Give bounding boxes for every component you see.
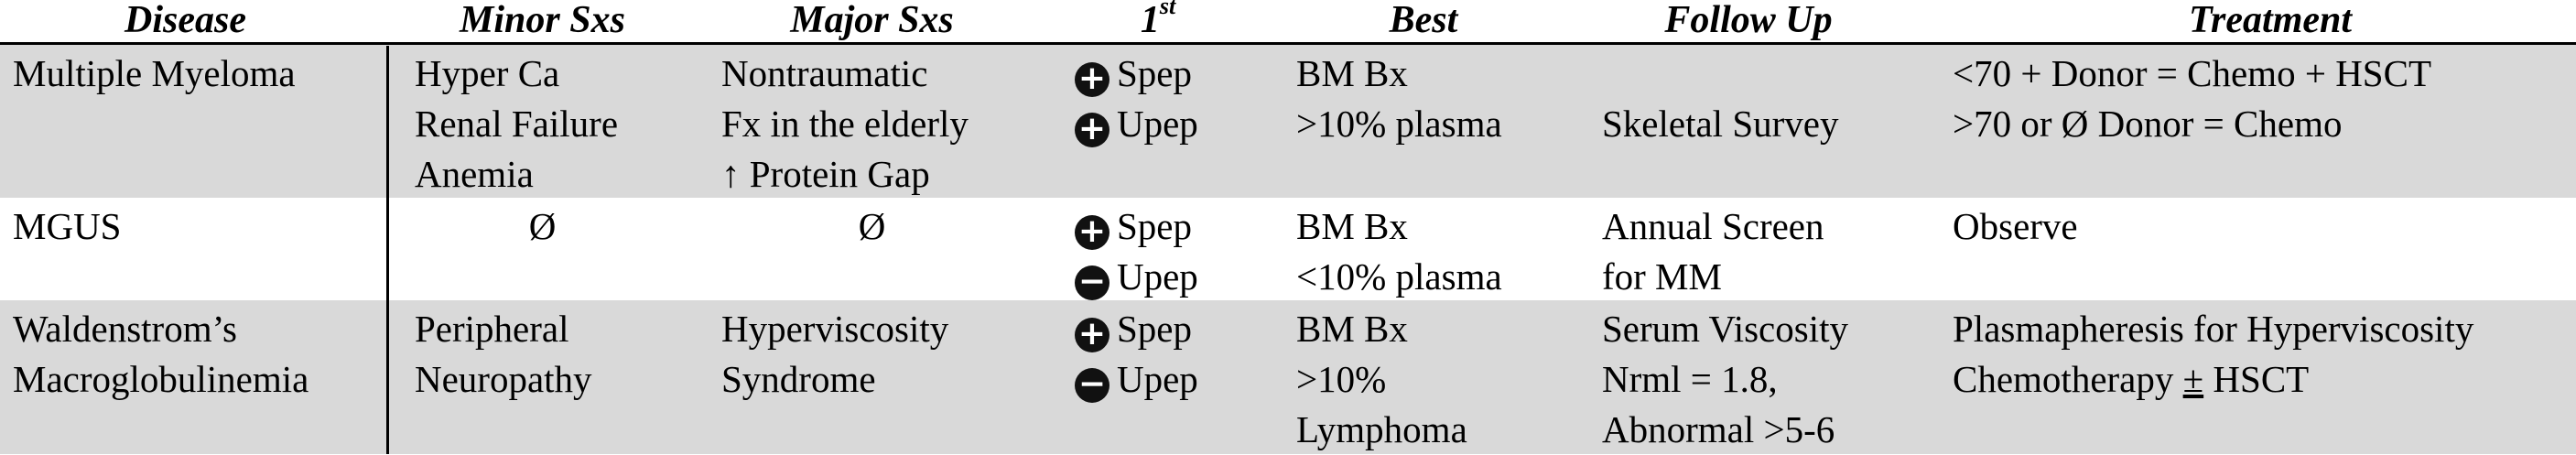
cell-line: Plasmapheresis for Hyperviscosity [1953, 308, 2474, 350]
cell-line: >70 or Ø Donor = Chemo [1953, 103, 2343, 145]
test-line-upep: − Upep [1073, 354, 1198, 405]
cell-minor-sxs: Hyper Ca Renal Failure Anemia [415, 49, 618, 200]
cell-line: Anemia [415, 153, 534, 195]
cell-line: for MM [1602, 255, 1722, 298]
cell-line: >10% plasma [1296, 103, 1502, 145]
test-line-upep: + Upep [1073, 99, 1198, 149]
header-first: 1st [1053, 0, 1263, 42]
cell-line: BM Bx [1296, 52, 1408, 94]
cell-best-test: BM Bx <10% plasma [1296, 201, 1502, 302]
cell-follow-up: Skeletal Survey [1602, 49, 1838, 149]
cell-follow-up: Serum Viscosity Nrml = 1.8, Abnormal >5-… [1602, 304, 1848, 455]
cell-first-test: + Spep + Upep [1073, 49, 1198, 149]
cell-disease: Waldenstrom’s Macroglobulinemia [13, 304, 308, 405]
cell-line: Ø [528, 205, 557, 247]
cell-major-sxs: Nontraumatic Fx in the elderly ↑ Protein… [721, 49, 969, 200]
test-label: Spep [1117, 308, 1192, 350]
treatment-text: Chemotherapy [1953, 358, 2183, 400]
cell-line: Chemotherapy ± HSCT [1953, 354, 2473, 405]
test-line-spep: + Spep [1073, 49, 1198, 99]
cell-line: Skeletal Survey [1602, 103, 1839, 145]
cell-treatment: <70 + Donor = Chemo + HSCT >70 or Ø Dono… [1953, 49, 2431, 149]
cell-line: Hyperviscosity [721, 308, 949, 350]
cell-line: Fx in the elderly [721, 103, 969, 145]
test-line-upep: − Upep [1073, 252, 1198, 302]
cell-line: BM Bx [1296, 308, 1408, 350]
test-line-spep: + Spep [1073, 201, 1198, 252]
cell-line: Macroglobulinemia [13, 358, 309, 400]
table-row-waldenstroms: Waldenstrom’s Macroglobulinemia Peripher… [0, 300, 2576, 454]
cell-line: Syndrome [721, 358, 876, 400]
header-major-sxs: Major Sxs [790, 0, 954, 41]
cell-line: Renal Failure [415, 103, 619, 145]
minus-circle-icon: − [1075, 265, 1109, 300]
plus-circle-icon: + [1075, 62, 1109, 97]
header-first-superscript: st [1159, 0, 1176, 19]
test-line-spep: + Spep [1073, 304, 1198, 354]
header-best: Best [1389, 0, 1458, 41]
cell-major-sxs: Hyperviscosity Syndrome [721, 304, 948, 405]
cell-best-test: BM Bx >10% Lymphoma [1296, 304, 1467, 455]
header-first-base: 1 [1140, 0, 1160, 41]
plus-minus-symbol: ± [2182, 358, 2204, 400]
cell-disease: MGUS [13, 201, 121, 252]
cell-treatment: Observe [1953, 201, 2078, 252]
cell-line: Nontraumatic [721, 52, 928, 94]
header-disease: Disease [124, 0, 246, 41]
header-minor-sxs: Minor Sxs [460, 0, 625, 41]
cell-line: Annual Screen [1602, 205, 1824, 247]
table-row-multiple-myeloma: Multiple Myeloma Hyper Ca Renal Failure … [0, 45, 2576, 198]
cell-line: Peripheral [415, 308, 569, 350]
cell-line: Nrml = 1.8, [1602, 358, 1778, 400]
cell-line: Serum Viscosity [1602, 308, 1848, 350]
plus-circle-icon: + [1075, 113, 1109, 147]
cell-line: <70 + Donor = Chemo + HSCT [1953, 52, 2431, 94]
cell-disease: Multiple Myeloma [13, 49, 296, 99]
cell-follow-up: Annual Screen for MM [1602, 201, 1824, 302]
cell-minor-sxs: Peripheral Neuropathy [415, 304, 592, 405]
cell-line: MGUS [13, 205, 122, 247]
cell-line: ↑ Protein Gap [721, 153, 930, 195]
cell-line: Observe [1953, 205, 2078, 247]
test-label: Spep [1117, 52, 1192, 94]
table-row-mgus: MGUS Ø Ø + Spep − Upep BM Bx <10% plasma A… [0, 198, 2576, 300]
cell-first-test: + Spep − Upep [1073, 201, 1198, 302]
cell-line: Neuropathy [415, 358, 592, 400]
treatment-text: HSCT [2203, 358, 2310, 400]
cell-best-test: BM Bx >10% plasma [1296, 49, 1502, 149]
cell-line: Abnormal >5-6 [1602, 408, 1835, 450]
cell-line: Multiple Myeloma [13, 52, 296, 94]
cell-line: Lymphoma [1296, 408, 1467, 450]
cell-line: BM Bx [1296, 205, 1408, 247]
cell-first-test: + Spep − Upep [1073, 304, 1198, 405]
cell-line: <10% plasma [1296, 255, 1502, 298]
minus-circle-icon: − [1075, 368, 1109, 403]
column-divider [386, 46, 389, 454]
plus-circle-icon: + [1075, 215, 1109, 250]
cell-line: >10% [1296, 358, 1387, 400]
test-label: Upep [1117, 255, 1198, 298]
cell-line [1602, 49, 1838, 99]
cell-line: Ø [858, 205, 886, 247]
plus-circle-icon: + [1075, 318, 1109, 352]
test-label: Upep [1117, 358, 1198, 400]
cell-major-sxs: Ø [705, 201, 1039, 252]
header-treatment: Treatment [2188, 0, 2353, 41]
test-label: Upep [1117, 103, 1198, 145]
test-label: Spep [1117, 205, 1192, 247]
header-follow-up: Follow Up [1664, 0, 1833, 41]
cell-line: Hyper Ca [415, 52, 560, 94]
header-rule [0, 42, 2576, 45]
cell-line: Waldenstrom’s [13, 308, 237, 350]
cell-minor-sxs: Ø [389, 201, 696, 252]
cell-treatment: Plasmapheresis for Hyperviscosity Chemot… [1953, 304, 2473, 405]
